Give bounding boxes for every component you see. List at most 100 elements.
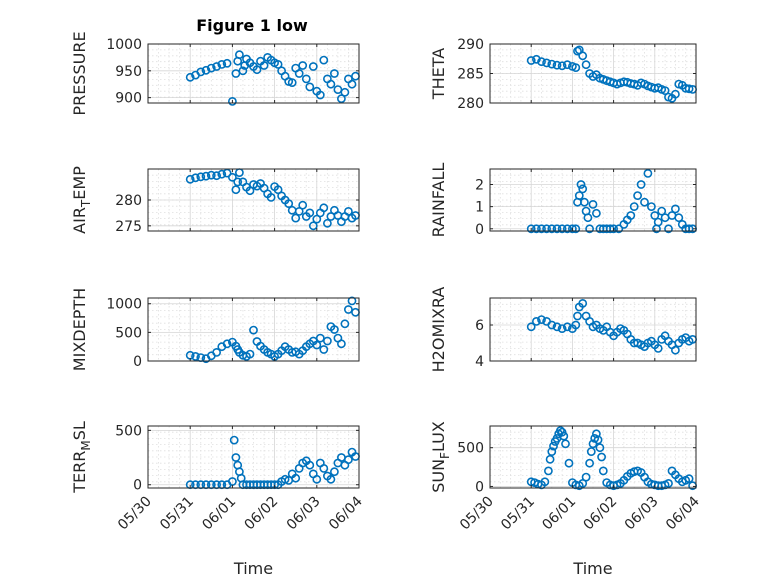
y-tick-label: 1000 xyxy=(106,297,142,313)
data-point xyxy=(542,58,551,68)
data-point xyxy=(329,325,339,334)
data-point xyxy=(571,63,581,72)
data-point xyxy=(626,211,636,220)
data-point xyxy=(597,452,606,462)
data-point xyxy=(291,213,301,223)
y-tick-label: 280 xyxy=(457,96,484,112)
data-point xyxy=(217,169,227,179)
subplot-h2omixra: 4 6 H2OMIXRA xyxy=(429,287,697,372)
data-point xyxy=(249,325,258,335)
data-point xyxy=(329,467,339,477)
data-point xyxy=(578,51,588,61)
ylabel-pressure: PRESSURE xyxy=(70,31,89,115)
data-point xyxy=(252,65,262,75)
data-series xyxy=(526,168,697,234)
data-point xyxy=(568,224,577,234)
data-point xyxy=(301,74,311,84)
data-series xyxy=(185,168,360,231)
ylabel-air-temp: AIRTEMP xyxy=(70,166,93,234)
data-point xyxy=(684,224,694,234)
data-point xyxy=(545,454,555,464)
data-point xyxy=(609,224,618,234)
data-point xyxy=(326,474,336,484)
ylabel-theta: THETA xyxy=(429,48,448,100)
data-point xyxy=(549,441,558,451)
y-tick-label: 1 xyxy=(475,200,484,216)
axes-box xyxy=(147,425,360,489)
data-point xyxy=(671,345,680,355)
data-point xyxy=(284,199,294,208)
x-ticks xyxy=(147,298,360,361)
data-point xyxy=(212,171,221,181)
data-point xyxy=(315,333,325,343)
data-point xyxy=(562,60,572,70)
y-tick-label: 275 xyxy=(115,219,142,235)
data-point xyxy=(640,197,649,207)
data-point xyxy=(537,224,546,234)
major-grid xyxy=(490,426,696,488)
data-point xyxy=(576,180,586,189)
data-point xyxy=(671,89,680,99)
data-point xyxy=(664,224,673,234)
data-point xyxy=(653,217,663,227)
y-tick-label: 280 xyxy=(115,193,142,209)
subplot-theta: 280 285 290 THETA xyxy=(429,37,697,112)
data-point xyxy=(593,435,603,445)
data-point xyxy=(298,200,308,210)
data-point xyxy=(598,466,608,476)
data-point xyxy=(291,473,301,483)
ylabel-terr-msl: TERRMSL xyxy=(70,421,93,494)
data-point xyxy=(557,224,567,234)
data-point xyxy=(233,177,243,187)
data-point xyxy=(684,84,694,94)
data-point xyxy=(217,60,227,69)
data-point xyxy=(343,206,353,216)
data-point xyxy=(580,197,589,207)
data-point xyxy=(532,316,541,326)
data-point xyxy=(664,478,673,488)
ylabel-rainfall: RAINFALL xyxy=(429,163,448,238)
data-point xyxy=(312,340,322,350)
y-tick-label: 0 xyxy=(133,478,142,494)
data-point xyxy=(319,55,329,65)
data-point xyxy=(574,191,584,200)
y-tick-label: 0 xyxy=(133,354,142,370)
axes-box xyxy=(147,297,360,362)
data-point xyxy=(340,319,350,329)
data-point xyxy=(206,170,216,180)
y-tick-label: 6 xyxy=(475,318,484,334)
data-point xyxy=(636,180,646,189)
y-tick-label: 290 xyxy=(457,37,484,53)
data-series xyxy=(526,45,697,103)
data-point xyxy=(561,439,570,449)
data-point xyxy=(319,345,329,354)
data-point xyxy=(562,322,572,332)
data-point xyxy=(326,79,336,89)
data-point xyxy=(629,202,639,211)
data-point xyxy=(259,61,269,70)
axes-box xyxy=(489,168,697,232)
x-ticks xyxy=(147,426,360,488)
data-point xyxy=(343,305,353,314)
data-point xyxy=(537,315,546,324)
data-point xyxy=(552,224,562,234)
data-point xyxy=(557,61,567,71)
data-point xyxy=(633,191,642,200)
data-point xyxy=(585,458,594,468)
data-point xyxy=(266,192,276,202)
data-point xyxy=(585,224,594,234)
data-point xyxy=(305,460,315,470)
data-point xyxy=(581,472,591,482)
data-point xyxy=(532,224,541,234)
y-tick-label: 900 xyxy=(115,91,142,107)
data-point xyxy=(537,57,546,67)
data-point xyxy=(526,56,536,65)
data-point xyxy=(653,343,663,353)
y-tick-label: 500 xyxy=(457,441,484,457)
data-point xyxy=(674,213,684,223)
data-point xyxy=(319,463,329,473)
subplot-mixdepth: 0 500 1000 MIXDEPTH xyxy=(70,288,360,371)
x-axis-label: Time xyxy=(572,559,612,578)
data-point xyxy=(185,174,195,184)
data-point xyxy=(329,69,339,78)
